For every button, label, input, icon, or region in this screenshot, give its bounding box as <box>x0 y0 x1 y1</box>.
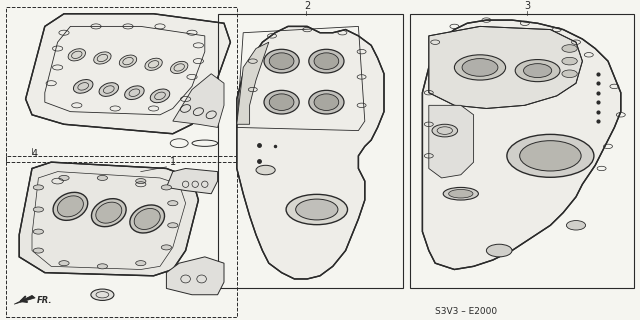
Text: 1: 1 <box>170 157 176 167</box>
Ellipse shape <box>454 55 506 80</box>
Ellipse shape <box>59 261 69 266</box>
Ellipse shape <box>524 64 552 77</box>
Polygon shape <box>26 14 230 134</box>
Ellipse shape <box>269 53 294 69</box>
Polygon shape <box>237 42 269 124</box>
Ellipse shape <box>161 245 172 250</box>
Text: 3: 3 <box>525 1 531 11</box>
Ellipse shape <box>125 86 144 100</box>
Ellipse shape <box>286 194 348 225</box>
Ellipse shape <box>33 248 44 253</box>
Ellipse shape <box>566 220 586 230</box>
Ellipse shape <box>308 49 344 73</box>
Text: 4: 4 <box>32 149 38 159</box>
Ellipse shape <box>33 229 44 234</box>
Polygon shape <box>429 105 474 178</box>
Ellipse shape <box>507 134 594 177</box>
Ellipse shape <box>462 59 498 76</box>
Ellipse shape <box>130 205 164 233</box>
Polygon shape <box>173 74 224 127</box>
Polygon shape <box>429 27 582 108</box>
Ellipse shape <box>168 223 178 228</box>
Ellipse shape <box>314 94 339 110</box>
Ellipse shape <box>150 89 170 103</box>
Polygon shape <box>422 20 621 269</box>
Ellipse shape <box>136 179 146 184</box>
Ellipse shape <box>33 185 44 190</box>
Ellipse shape <box>53 192 88 220</box>
Ellipse shape <box>520 141 581 171</box>
Polygon shape <box>166 168 218 194</box>
Ellipse shape <box>515 60 560 82</box>
Ellipse shape <box>449 189 473 198</box>
Ellipse shape <box>256 165 275 175</box>
Ellipse shape <box>33 207 44 212</box>
Ellipse shape <box>443 188 479 200</box>
Ellipse shape <box>562 45 577 52</box>
Ellipse shape <box>59 175 69 180</box>
Ellipse shape <box>92 199 126 227</box>
Text: FR.: FR. <box>37 296 52 305</box>
Ellipse shape <box>269 94 294 110</box>
Ellipse shape <box>119 55 137 67</box>
Ellipse shape <box>296 199 338 220</box>
Ellipse shape <box>432 124 458 137</box>
Ellipse shape <box>68 49 86 61</box>
Ellipse shape <box>145 58 163 70</box>
Ellipse shape <box>93 52 111 64</box>
Text: 2: 2 <box>304 1 310 11</box>
Ellipse shape <box>264 90 300 114</box>
Polygon shape <box>19 162 198 276</box>
Polygon shape <box>166 257 224 295</box>
Ellipse shape <box>308 90 344 114</box>
Ellipse shape <box>562 57 577 65</box>
Ellipse shape <box>314 53 339 69</box>
Ellipse shape <box>96 202 122 223</box>
Ellipse shape <box>97 264 108 269</box>
Ellipse shape <box>168 201 178 206</box>
Ellipse shape <box>486 244 512 257</box>
Text: S3V3 – E2000: S3V3 – E2000 <box>435 307 497 316</box>
Ellipse shape <box>170 61 188 74</box>
Ellipse shape <box>99 83 118 96</box>
Ellipse shape <box>74 80 93 93</box>
Ellipse shape <box>134 208 160 229</box>
Polygon shape <box>14 295 35 304</box>
Ellipse shape <box>97 175 108 180</box>
Polygon shape <box>237 27 384 279</box>
Ellipse shape <box>264 49 300 73</box>
Ellipse shape <box>161 185 172 190</box>
Ellipse shape <box>91 289 114 300</box>
Ellipse shape <box>562 70 577 77</box>
Ellipse shape <box>136 261 146 266</box>
Ellipse shape <box>58 196 83 217</box>
